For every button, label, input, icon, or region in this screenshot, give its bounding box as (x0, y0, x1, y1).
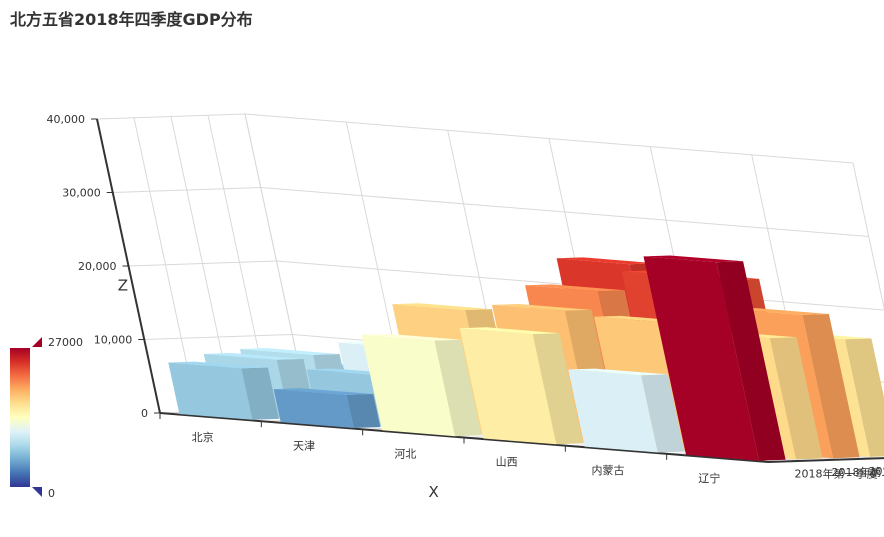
visual-map-max-handle[interactable] (32, 337, 42, 347)
y-tick-label: 2018年第一季度 (795, 466, 878, 480)
x-tick-label: 辽宁 (698, 471, 720, 485)
bar-side-face (770, 337, 823, 460)
bar-side-face (844, 338, 884, 457)
visual-map-max-label: 27000 (48, 336, 83, 349)
bar-top-face (525, 284, 625, 292)
y-tick-label: 2018年第三季度 (869, 464, 884, 478)
bars (168, 255, 884, 461)
bar-front-face (643, 256, 759, 461)
bar-top-face (361, 333, 462, 341)
grid-line-z (96, 113, 854, 164)
bar-side-face (716, 261, 786, 461)
x-tick-label: 山西 (496, 456, 518, 469)
y-axis-line (767, 457, 884, 463)
x-tick-label: 北京 (192, 430, 214, 444)
z-tick-labels: 0 10,000 20,000 30,000 40,000 (47, 113, 160, 420)
grid-line-z (112, 186, 869, 237)
bar (361, 333, 482, 437)
bar-top-face (168, 361, 268, 369)
visual-map-min-handle[interactable] (32, 487, 42, 497)
bar-top-face (392, 303, 492, 310)
x-axis-name: X (428, 483, 438, 501)
bar-side-face (532, 333, 583, 445)
grid-line-x (852, 162, 884, 311)
x-tick-label: 天津 (293, 439, 315, 452)
bar-top-face (568, 368, 668, 376)
bar-top-face (556, 257, 657, 265)
visual-map-min-label: 0 (48, 487, 55, 500)
bar-side-face (346, 394, 381, 428)
z-tick-label: 10,000 (94, 334, 133, 347)
z-tick-label: 0 (141, 407, 148, 420)
z-axis-name: Z (118, 277, 128, 295)
y-tick-labels: 2018年第一季度2018年第二季度2018年第三季度2018年第四季度 (795, 464, 884, 481)
grid-line-z (128, 260, 884, 311)
bar-side-face (641, 374, 685, 453)
y-tick-label: 2018年第二季度 (832, 465, 884, 479)
bar-front-face (568, 369, 658, 453)
bar-top-face (643, 255, 744, 263)
bar-top-face (729, 308, 829, 315)
bar (643, 255, 786, 461)
visual-map-bar (10, 348, 30, 487)
bar-top-face (492, 304, 592, 311)
bar-side-face (241, 367, 279, 420)
x-tick-label: 河北 (394, 447, 416, 460)
bar-top-face (203, 353, 304, 360)
bar (273, 388, 381, 428)
bar-front-face (168, 362, 253, 420)
z-tick-label: 30,000 (62, 187, 101, 200)
page-title: 北方五省2018年四季度GDP分布 (10, 10, 253, 29)
bar (459, 327, 583, 445)
bar (168, 361, 279, 420)
bar-front-face (361, 334, 455, 437)
bar-top-face (273, 388, 374, 395)
bar-top-face (459, 327, 560, 335)
bar (568, 368, 685, 453)
z-tick-label: 40,000 (47, 113, 86, 126)
bar-side-face (434, 339, 482, 437)
z-tick-label: 20,000 (78, 260, 117, 273)
visual-map[interactable]: 27000 0 (10, 336, 83, 500)
bar-top-face (240, 348, 340, 355)
bar-side-face (802, 314, 860, 459)
bar-front-face (459, 328, 557, 445)
x-tick-label: 内蒙古 (592, 463, 625, 477)
bar-front-face (273, 389, 354, 428)
